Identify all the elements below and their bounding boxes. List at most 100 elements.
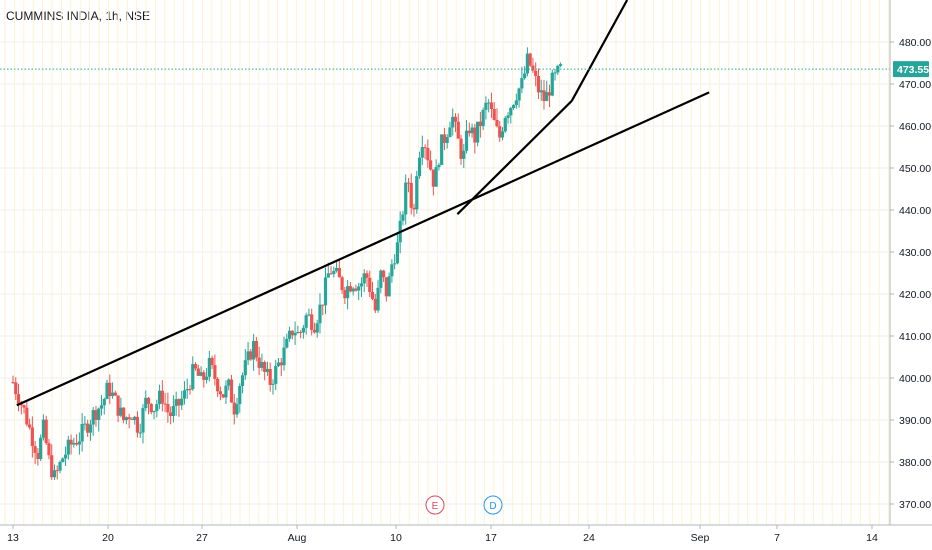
time-axis[interactable]: 13 20 27 Aug 10 17 24 Sep 7 14 (0, 524, 932, 544)
candle-body (440, 134, 444, 165)
candle-body (50, 455, 54, 478)
candle-body (33, 446, 37, 453)
candle-body (459, 138, 463, 159)
earnings-event-marker[interactable]: E (425, 495, 445, 515)
candle-body (539, 90, 543, 93)
price-axis[interactable]: 480.00 470.00 460.00 450.00 440.00 430.00 420.… (889, 0, 931, 525)
candle-body (116, 395, 120, 416)
candle-body (204, 376, 209, 380)
candle-body (534, 70, 538, 77)
dividend-event-marker[interactable]: D (483, 495, 503, 515)
candle-body (202, 372, 206, 380)
candle-body (271, 383, 275, 385)
candle-body (243, 360, 247, 376)
candle-body (152, 410, 156, 413)
candle-body (517, 88, 521, 101)
y-tick-label: 470.00 (899, 79, 931, 91)
y-tick-label: 480.00 (899, 37, 931, 49)
candle-body (58, 461, 62, 471)
candle-body (191, 364, 195, 390)
candle-body (249, 351, 253, 360)
candle-body (506, 115, 510, 118)
candle-body (437, 164, 441, 168)
x-tick-label: 10 (390, 532, 402, 544)
candle-body (254, 341, 258, 358)
last-price-badge: 473.55 (893, 61, 929, 78)
candle-body (22, 405, 26, 408)
candle-body (426, 147, 430, 161)
trendlines (16, 0, 710, 407)
trendline-upper-extension[interactable] (570, 0, 629, 102)
candle-body (213, 365, 217, 379)
candle-body (263, 362, 267, 372)
candle-body (155, 404, 159, 411)
candle-body (547, 92, 552, 96)
candle-body (141, 408, 145, 433)
candle-body (343, 290, 347, 299)
earnings-event-circle (425, 495, 445, 515)
candle-body (221, 394, 225, 398)
candle-body (528, 53, 532, 66)
candle-body (470, 127, 474, 134)
candle-body (229, 379, 234, 403)
candle-body (498, 126, 502, 138)
candle-body (473, 127, 477, 143)
candle-body (232, 402, 236, 415)
candle-body (19, 404, 23, 406)
x-tick-label: 7 (774, 532, 780, 544)
candle-body (238, 385, 242, 405)
candle-body (310, 314, 314, 330)
candle-body (558, 64, 563, 66)
candle-body (312, 329, 317, 333)
candle-body (467, 130, 471, 134)
last-price-label: 473.55 (897, 64, 929, 76)
candle-body (88, 424, 93, 433)
candle-body (368, 277, 372, 292)
trendline-upper-support[interactable] (456, 100, 573, 215)
candle-body (520, 78, 524, 89)
y-tick-label: 420.00 (899, 289, 931, 301)
candle-body (274, 366, 278, 384)
candle-body (536, 76, 541, 93)
candle-body (553, 72, 557, 74)
candle-body (86, 423, 90, 433)
chart-title: CUMMINS INDIA, 1h, NSE (6, 9, 151, 23)
candle-body (301, 327, 305, 333)
candle-body (442, 134, 447, 143)
x-tick-label: 27 (196, 532, 208, 544)
candle-body (412, 207, 416, 210)
candle-body (282, 347, 286, 366)
trendline-lower-support[interactable] (16, 91, 710, 407)
candle-body (464, 130, 469, 151)
candle-body (27, 424, 32, 428)
y-tick-label: 390.00 (899, 415, 931, 427)
candle-body (379, 270, 383, 288)
y-tick-label: 400.00 (899, 373, 931, 385)
candle-body (395, 242, 400, 264)
candle-body (144, 397, 148, 409)
candle-body (257, 357, 261, 368)
y-tick-label: 430.00 (899, 247, 931, 259)
candle-body (268, 368, 272, 385)
candle-body (177, 399, 181, 406)
candle-body (193, 364, 198, 369)
candle-body (174, 399, 178, 406)
candle-body (108, 382, 112, 397)
candle-body (523, 73, 527, 79)
candle-body (246, 351, 250, 361)
candle-body (188, 389, 192, 391)
candle-body (293, 333, 297, 336)
candle-body (478, 121, 482, 127)
candle-body (381, 270, 386, 278)
candle-body (326, 273, 330, 278)
candle-body (337, 267, 341, 278)
candle-body (94, 410, 98, 420)
candle-body (157, 390, 162, 405)
candle-body (69, 439, 73, 445)
candle-body (72, 442, 76, 445)
candle-body (445, 137, 449, 143)
candle-body (451, 116, 455, 128)
candle-body (218, 391, 223, 395)
